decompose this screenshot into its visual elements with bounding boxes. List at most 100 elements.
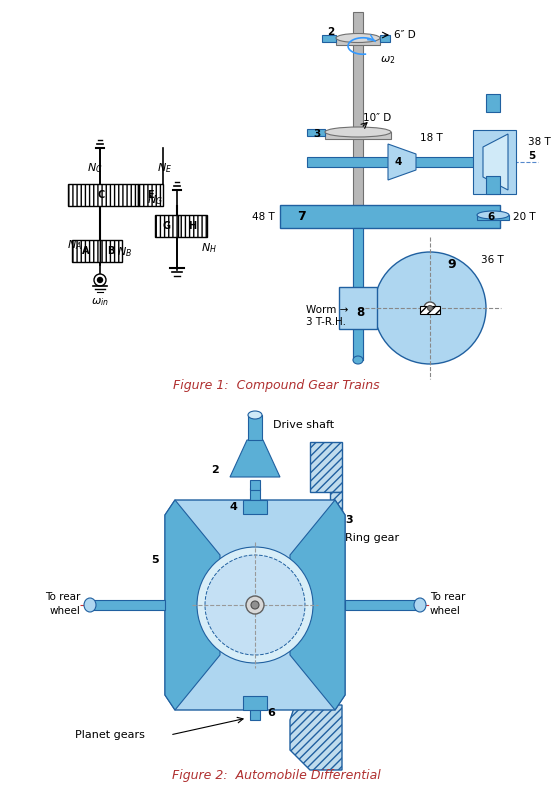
Bar — [325, 132, 391, 139]
Text: 48 T: 48 T — [252, 211, 275, 221]
Bar — [243, 500, 267, 514]
Text: A: A — [82, 246, 90, 256]
Ellipse shape — [84, 598, 96, 612]
Text: Figure 2:  Automobile Differential: Figure 2: Automobile Differential — [172, 769, 380, 782]
Bar — [250, 488, 260, 500]
Text: $N_E$: $N_E$ — [157, 161, 173, 175]
Circle shape — [197, 547, 313, 663]
Bar — [330, 492, 342, 680]
Text: wheel: wheel — [49, 606, 80, 616]
Bar — [420, 306, 440, 314]
Circle shape — [246, 596, 264, 614]
Circle shape — [251, 601, 259, 609]
Bar — [250, 480, 260, 490]
Polygon shape — [165, 500, 220, 710]
Text: 8: 8 — [356, 305, 364, 319]
Text: 20 T: 20 T — [513, 212, 535, 222]
Circle shape — [98, 278, 103, 282]
Text: 38 T: 38 T — [528, 137, 551, 147]
Text: 4: 4 — [394, 157, 402, 167]
Text: 36 T: 36 T — [481, 255, 504, 265]
Bar — [307, 129, 325, 136]
Polygon shape — [483, 134, 508, 190]
Bar — [307, 157, 487, 167]
Text: $\omega_{in}$: $\omega_{in}$ — [91, 296, 109, 308]
Text: Ring gear: Ring gear — [345, 533, 399, 543]
Text: 6″ D: 6″ D — [394, 30, 416, 40]
Circle shape — [427, 305, 433, 311]
Ellipse shape — [414, 598, 426, 612]
Polygon shape — [290, 500, 345, 710]
Polygon shape — [388, 144, 416, 180]
Polygon shape — [473, 130, 516, 194]
Text: wheel: wheel — [430, 606, 461, 616]
Bar — [486, 94, 500, 112]
Ellipse shape — [353, 356, 363, 364]
Bar — [380, 35, 390, 42]
Bar — [155, 215, 178, 237]
Text: C: C — [97, 190, 105, 200]
Bar — [68, 184, 138, 206]
Ellipse shape — [325, 127, 391, 137]
Text: 7: 7 — [298, 210, 306, 223]
Text: 3 T-R.H.: 3 T-R.H. — [306, 317, 346, 327]
Bar — [280, 205, 500, 228]
Bar — [310, 442, 342, 492]
Bar — [90, 600, 165, 610]
Text: 5: 5 — [528, 151, 535, 161]
Text: 9: 9 — [448, 258, 457, 271]
Bar — [339, 287, 377, 329]
Text: Drive shaft: Drive shaft — [273, 420, 334, 430]
Bar — [477, 215, 509, 220]
Bar — [248, 415, 262, 440]
Bar — [336, 38, 380, 45]
Bar — [345, 600, 420, 610]
Bar — [353, 12, 363, 360]
Text: G: G — [162, 221, 171, 231]
Circle shape — [94, 274, 106, 286]
Text: Worm →: Worm → — [306, 305, 348, 315]
Bar — [250, 708, 260, 720]
Text: $N_A$: $N_A$ — [67, 238, 83, 252]
Text: 2: 2 — [211, 465, 219, 475]
Text: Planet gears: Planet gears — [75, 730, 145, 740]
Bar — [322, 35, 336, 42]
Bar — [353, 228, 363, 360]
Circle shape — [424, 302, 436, 314]
Text: $N_G$: $N_G$ — [147, 193, 163, 207]
Bar — [243, 696, 267, 710]
Text: 2: 2 — [327, 27, 335, 37]
Text: 4: 4 — [229, 502, 237, 512]
Bar — [100, 240, 122, 262]
Text: $N_H$: $N_H$ — [201, 241, 217, 255]
Text: 6: 6 — [267, 708, 275, 718]
Polygon shape — [230, 440, 280, 477]
Text: Figure 1:  Compound Gear Trains: Figure 1: Compound Gear Trains — [173, 379, 379, 392]
Polygon shape — [290, 705, 342, 770]
Text: 18 T: 18 T — [420, 133, 443, 143]
Ellipse shape — [477, 211, 509, 219]
Circle shape — [205, 555, 305, 655]
Polygon shape — [165, 500, 345, 710]
Ellipse shape — [248, 411, 262, 419]
Text: $N_C$: $N_C$ — [87, 161, 103, 175]
Text: 5: 5 — [151, 555, 159, 565]
Bar — [72, 240, 100, 262]
Text: To rear: To rear — [45, 592, 80, 602]
Text: B: B — [107, 246, 115, 256]
Text: 3: 3 — [314, 129, 321, 139]
Bar — [310, 650, 342, 680]
Text: To rear: To rear — [430, 592, 465, 602]
Text: H: H — [188, 221, 197, 231]
Text: 10″ D: 10″ D — [363, 113, 391, 123]
Text: $\omega_2$: $\omega_2$ — [380, 54, 395, 66]
Text: 3: 3 — [345, 515, 353, 525]
Ellipse shape — [336, 33, 380, 43]
Bar — [178, 215, 207, 237]
Circle shape — [374, 252, 486, 364]
Text: $N_B$: $N_B$ — [118, 245, 132, 259]
Text: 6: 6 — [487, 212, 495, 222]
Bar — [486, 176, 500, 194]
Bar — [138, 184, 163, 206]
Text: E: E — [147, 190, 154, 200]
